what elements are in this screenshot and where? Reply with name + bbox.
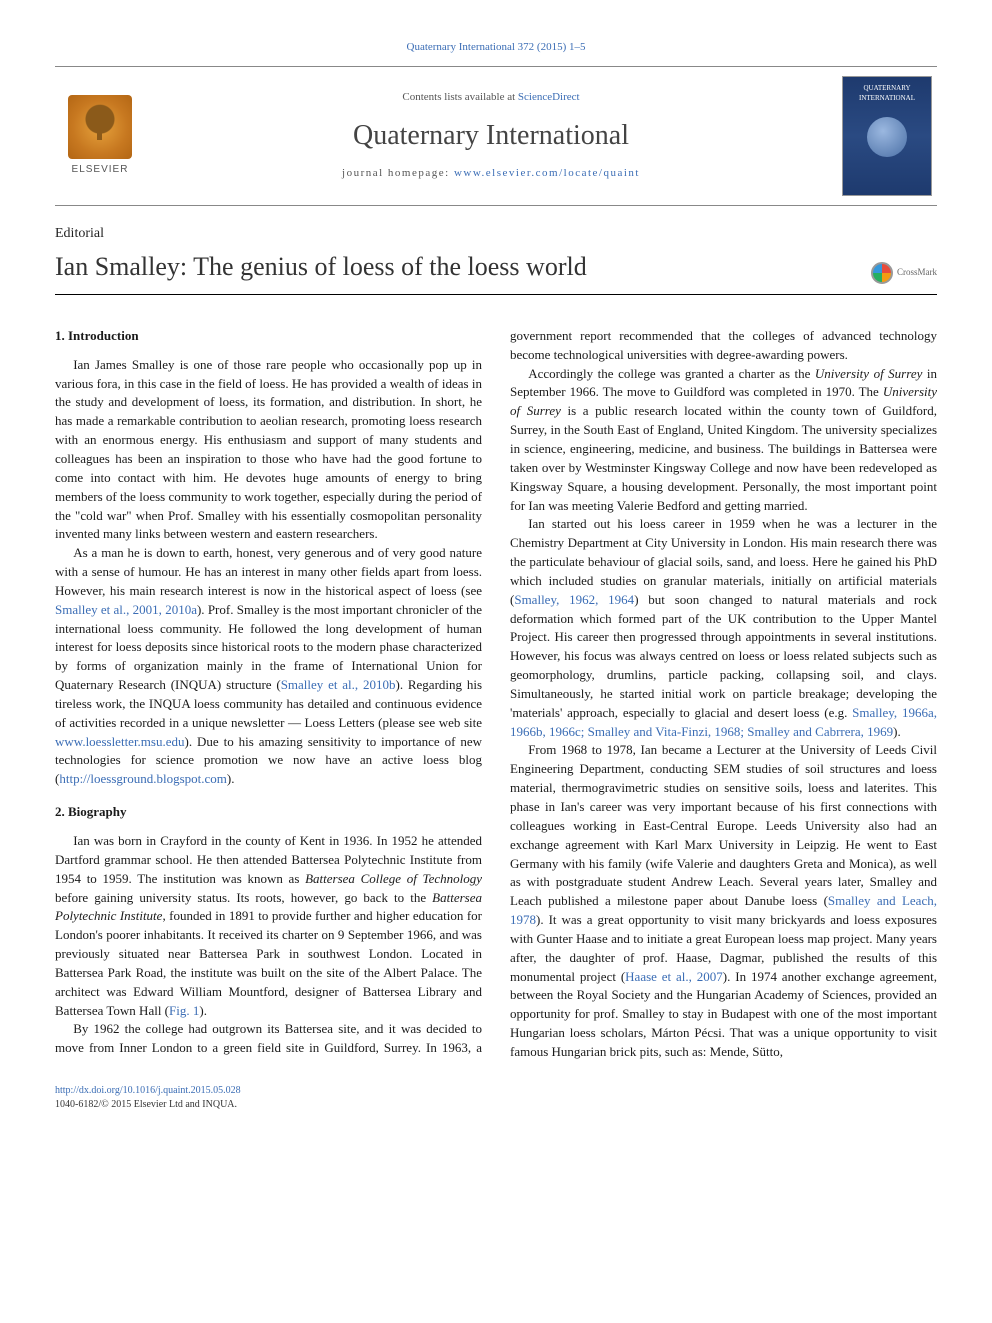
paragraph: As a man he is down to earth, honest, ve… xyxy=(55,544,482,789)
citation-link[interactable]: Smalley et al., 2001, 2010a xyxy=(55,602,197,617)
elsevier-logo-icon xyxy=(68,95,132,159)
text-run: As a man he is down to earth, honest, ve… xyxy=(55,545,482,598)
crossmark-label: CrossMark xyxy=(897,266,937,279)
text-run: Accordingly the college was granted a ch… xyxy=(528,366,815,381)
publisher-name: ELSEVIER xyxy=(72,163,129,178)
paragraph: Accordingly the college was granted a ch… xyxy=(510,365,937,516)
text-run: ). xyxy=(199,1003,207,1018)
top-citation: Quaternary International 372 (2015) 1–5 xyxy=(55,40,937,56)
publisher-block: ELSEVIER xyxy=(55,75,145,197)
article-body: 1. Introduction Ian James Smalley is one… xyxy=(55,327,937,1062)
journal-homepage-link[interactable]: www.elsevier.com/locate/quaint xyxy=(454,167,640,179)
paragraph: Ian was born in Crayford in the county o… xyxy=(55,832,482,1020)
text-run: ). xyxy=(227,771,235,786)
text-run: From 1968 to 1978, Ian became a Lecturer… xyxy=(510,742,937,908)
text-run: ) but soon changed to natural materials … xyxy=(510,592,937,720)
figure-link[interactable]: Fig. 1 xyxy=(169,1003,199,1018)
text-run: is a public research located within the … xyxy=(510,403,937,512)
crossmark-badge[interactable]: CrossMark xyxy=(871,262,937,284)
citation-link[interactable]: Haase et al., 2007 xyxy=(625,969,723,984)
article-title: Ian Smalley: The genius of loess of the … xyxy=(55,248,937,286)
section-heading-bio: 2. Biography xyxy=(55,803,482,822)
doi-link[interactable]: http://dx.doi.org/10.1016/j.quaint.2015.… xyxy=(55,1085,241,1096)
citation-link[interactable]: Smalley et al., 2010b xyxy=(281,677,396,692)
article-type: Editorial xyxy=(55,224,937,244)
homepage-prefix: journal homepage: xyxy=(342,167,454,179)
text-run: , founded in 1891 to provide further and… xyxy=(55,908,482,1017)
text-run: ). xyxy=(893,724,901,739)
masthead: ELSEVIER Contents lists available at Sci… xyxy=(55,66,937,206)
crossmark-icon xyxy=(871,262,893,284)
cover-globe-icon xyxy=(867,117,907,157)
external-link[interactable]: http://loessground.blogspot.com xyxy=(59,771,227,786)
contents-prefix: Contents lists available at xyxy=(402,91,517,103)
italic-run: University of Surrey xyxy=(815,366,922,381)
external-link[interactable]: www.loessletter.msu.edu xyxy=(55,734,185,749)
text-run: before gaining university status. Its ro… xyxy=(55,890,432,905)
sciencedirect-link[interactable]: ScienceDirect xyxy=(518,91,580,103)
journal-name: Quaternary International xyxy=(353,116,629,157)
paragraph: Ian started out his loess career in 1959… xyxy=(510,515,937,741)
paragraph: Ian James Smalley is one of those rare p… xyxy=(55,356,482,544)
paragraph: From 1968 to 1978, Ian became a Lecturer… xyxy=(510,741,937,1061)
copyright-line: 1040-6182/© 2015 Elsevier Ltd and INQUA. xyxy=(55,1098,937,1113)
journal-cover-thumbnail: QUATERNARY INTERNATIONAL xyxy=(842,76,932,196)
italic-run: Battersea College of Technology xyxy=(305,871,482,886)
contents-line: Contents lists available at ScienceDirec… xyxy=(402,90,579,106)
article-header: Editorial Ian Smalley: The genius of loe… xyxy=(55,224,937,295)
citation-link[interactable]: Smalley, 1962, 1964 xyxy=(514,592,634,607)
section-heading-intro: 1. Introduction xyxy=(55,327,482,346)
cover-title: QUATERNARY INTERNATIONAL xyxy=(843,83,931,103)
journal-homepage-line: journal homepage: www.elsevier.com/locat… xyxy=(342,166,640,182)
page-footer: http://dx.doi.org/10.1016/j.quaint.2015.… xyxy=(55,1084,937,1113)
